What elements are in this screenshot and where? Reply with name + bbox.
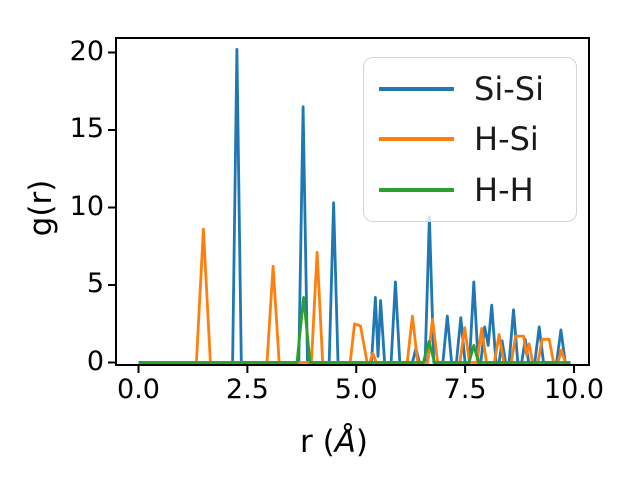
angstrom-unit: Å	[334, 424, 356, 460]
legend-label-si-si: Si-Si	[474, 70, 544, 109]
y-tick-label: 20	[69, 35, 104, 67]
x-tick-label: 10.0	[543, 374, 605, 405]
x-tick-label: 2.5	[225, 374, 269, 405]
series-h-h	[138, 295, 571, 364]
x-axis-title: r (Å)	[300, 424, 368, 460]
x-tick-label: 0.0	[117, 374, 160, 405]
legend-line-h-si-icon	[379, 137, 454, 142]
plot-spines	[115, 37, 590, 366]
series-h-si	[138, 227, 571, 364]
legend-line-si-si-icon	[379, 87, 454, 92]
x-axis-title-post: )	[355, 424, 369, 460]
y-tick-label: 10	[69, 190, 104, 222]
legend-item-h-si: H-Si	[364, 114, 576, 164]
y-tick-label: 5	[86, 268, 104, 299]
x-tick-label: 5.0	[334, 374, 378, 405]
y-tick-label: 0	[86, 345, 104, 377]
y-tick-label: 15	[69, 113, 104, 144]
legend-item-si-si: Si-Si	[364, 64, 576, 114]
x-axis-title-pre: r (	[300, 424, 335, 460]
legend: Si-Si H-Si H-H	[363, 57, 577, 222]
x-tick-label: 7.5	[443, 374, 487, 405]
legend-label-h-h: H-H	[474, 170, 534, 209]
legend-item-h-h: H-H	[364, 165, 576, 215]
legend-line-h-h-icon	[379, 187, 454, 192]
legend-label-h-si: H-Si	[474, 120, 539, 159]
